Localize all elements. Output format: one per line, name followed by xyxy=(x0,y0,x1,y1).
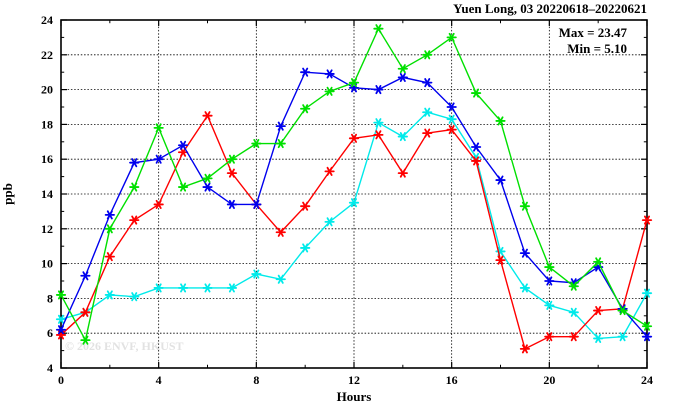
svg-text:© 2026 ENVF, HKUST: © 2026 ENVF, HKUST xyxy=(65,339,184,353)
svg-text:24: 24 xyxy=(641,373,653,387)
svg-text:10: 10 xyxy=(41,257,53,271)
svg-text:0: 0 xyxy=(58,373,64,387)
svg-text:Hours: Hours xyxy=(337,389,372,404)
svg-text:4: 4 xyxy=(47,361,53,375)
svg-text:Max = 23.47: Max = 23.47 xyxy=(559,25,628,40)
svg-text:12: 12 xyxy=(348,373,360,387)
svg-text:20: 20 xyxy=(41,83,53,97)
svg-text:Min = 5.10: Min = 5.10 xyxy=(567,41,627,56)
svg-text:6: 6 xyxy=(47,326,53,340)
svg-text:18: 18 xyxy=(41,117,53,131)
svg-text:16: 16 xyxy=(446,373,458,387)
svg-text:ppb: ppb xyxy=(0,183,15,205)
svg-text:4: 4 xyxy=(156,373,162,387)
svg-text:16: 16 xyxy=(41,152,53,166)
svg-text:8: 8 xyxy=(47,291,53,305)
svg-text:14: 14 xyxy=(41,187,53,201)
svg-text:20: 20 xyxy=(543,373,555,387)
svg-text:22: 22 xyxy=(41,48,53,62)
svg-text:12: 12 xyxy=(41,222,53,236)
svg-text:24: 24 xyxy=(41,13,53,27)
svg-text:8: 8 xyxy=(253,373,259,387)
svg-text:Yuen Long, 03 20220618–2022062: Yuen Long, 03 20220618–20220621 xyxy=(453,1,647,16)
